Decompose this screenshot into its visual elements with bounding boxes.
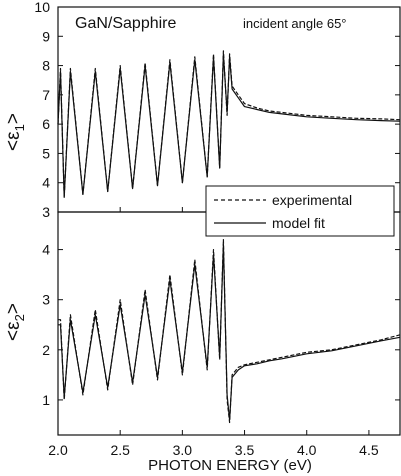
top-ytick-label-5: 8 — [42, 58, 50, 74]
xtick-label-0: 2.0 — [48, 442, 68, 458]
bottom-ylabel-open: < — [3, 330, 24, 341]
legend-label-model-fit: model fit — [272, 215, 325, 231]
xtick-label-4: 4.0 — [297, 442, 317, 458]
bottom-y-axis-label: <ε2> — [3, 303, 27, 341]
bottom-ylabel-sub: 2 — [12, 314, 27, 321]
top-ytick-label-6: 9 — [42, 28, 50, 44]
top-series-model-fit — [57, 53, 401, 198]
svg-text:<ε2>: <ε2> — [3, 303, 27, 341]
chart-annotation: incident angle 65° — [243, 16, 347, 31]
xtick-label-1: 2.5 — [110, 442, 130, 458]
bottom-ytick-label-3: 4 — [42, 242, 50, 258]
top-ytick-label-1: 4 — [42, 175, 50, 191]
top-ylabel-sub: 1 — [12, 124, 27, 131]
bottom-ylabel-symbol: ε — [3, 321, 24, 330]
x-ticks: 2.0 2.5 3.0 3.5 4.0 4.5 — [48, 207, 379, 458]
top-ytick-label-0: 3 — [42, 204, 50, 220]
bottom-ytick-label-0: 1 — [42, 392, 50, 408]
svg-text:<ε1>: <ε1> — [3, 113, 27, 151]
top-ylabel-close: > — [3, 113, 24, 124]
top-ylabel-open: < — [3, 140, 24, 151]
bottom-ytick-label-2: 3 — [42, 292, 50, 308]
bottom-ylabel-close: > — [3, 303, 24, 314]
bottom-panel-frame — [57, 211, 401, 436]
top-ylabel-symbol: ε — [3, 131, 24, 140]
top-ytick-label-3: 6 — [42, 116, 50, 132]
chart-title: GaN/Sapphire — [75, 15, 176, 32]
top-series-experimental — [57, 50, 401, 198]
bottom-series-model-fit — [58, 244, 401, 421]
top-series-group — [57, 50, 401, 198]
bottom-ytick-label-1: 2 — [42, 342, 50, 358]
top-y-axis-label: <ε1> — [3, 113, 27, 151]
top-ytick-label-4: 7 — [42, 87, 50, 103]
legend: experimental model fit — [205, 185, 395, 237]
xtick-label-5: 4.5 — [359, 442, 379, 458]
x-axis-label: PHOTON ENERGY (eV) — [148, 457, 312, 474]
top-ytick-label-2: 5 — [42, 145, 50, 161]
legend-box — [205, 185, 395, 237]
bottom-series-group — [58, 239, 401, 424]
top-ytick-label-7: 10 — [34, 0, 50, 15]
bottom-series-experimental — [58, 239, 401, 424]
legend-label-experimental: experimental — [272, 192, 352, 208]
xtick-label-2: 3.0 — [173, 442, 193, 458]
xtick-label-3: 3.5 — [235, 442, 255, 458]
top-y-ticks: 3 4 5 6 7 8 9 10 — [34, 0, 400, 220]
